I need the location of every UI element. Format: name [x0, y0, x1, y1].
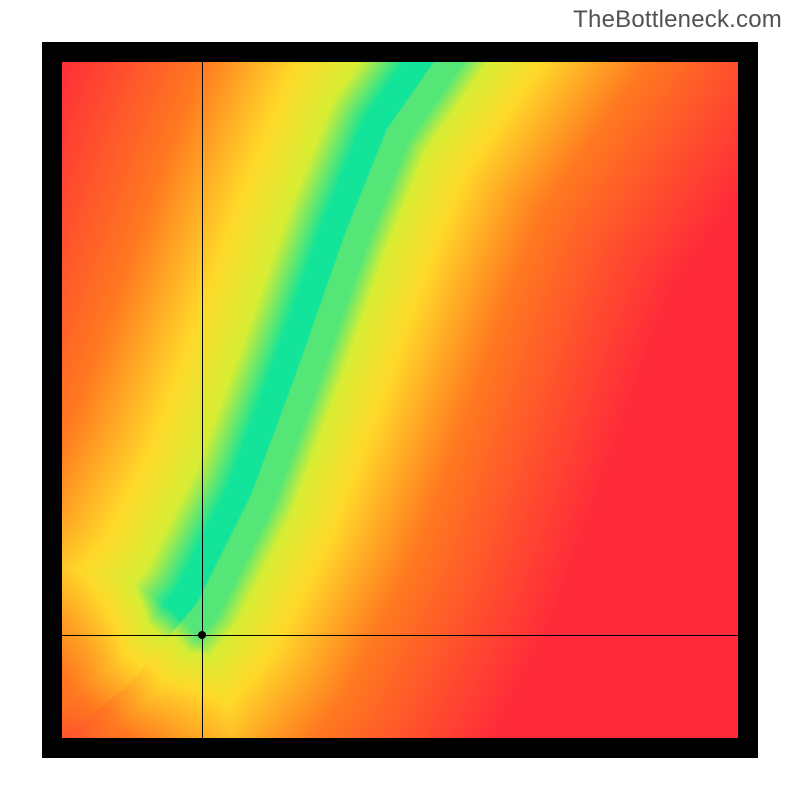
watermark-text: TheBottleneck.com — [573, 6, 782, 34]
crosshair-horizontal — [62, 635, 738, 636]
crosshair-point — [198, 631, 206, 639]
heatmap-inner — [62, 62, 738, 738]
root: TheBottleneck.com — [0, 0, 800, 800]
heatmap-canvas — [62, 62, 738, 738]
heatmap-frame — [42, 42, 758, 758]
